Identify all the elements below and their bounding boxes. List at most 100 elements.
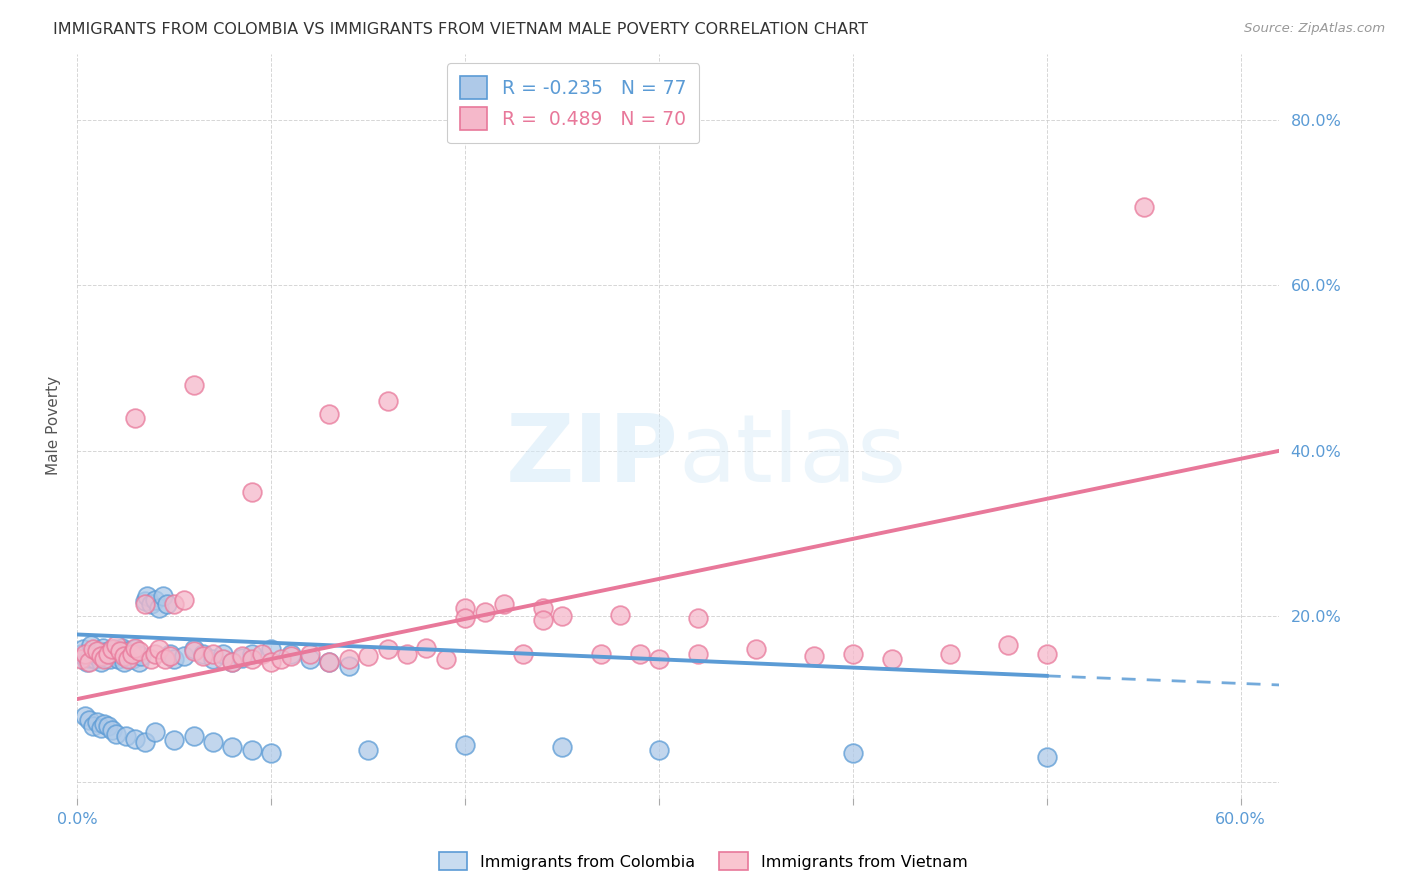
Point xyxy=(121,652,143,666)
Point xyxy=(260,642,283,657)
Point xyxy=(298,652,321,666)
Point xyxy=(183,642,205,657)
Legend: Immigrants from Colombia, Immigrants from Vietnam: Immigrants from Colombia, Immigrants fro… xyxy=(432,846,974,877)
Point xyxy=(93,652,115,666)
Point xyxy=(183,377,205,392)
Point xyxy=(90,721,112,735)
Point xyxy=(454,738,477,752)
Point xyxy=(97,644,120,658)
Point xyxy=(454,601,477,615)
Point xyxy=(163,597,186,611)
Point xyxy=(98,652,121,666)
Point xyxy=(337,659,360,673)
Point xyxy=(377,394,399,409)
Point xyxy=(318,407,340,421)
Point xyxy=(280,647,302,661)
Point xyxy=(260,746,283,760)
Point xyxy=(337,652,360,666)
Point xyxy=(86,644,108,658)
Point xyxy=(231,648,253,663)
Point xyxy=(163,652,186,666)
Point xyxy=(240,743,263,757)
Point xyxy=(82,718,104,732)
Point xyxy=(648,743,671,757)
Point xyxy=(143,647,166,661)
Point xyxy=(124,642,146,657)
Point xyxy=(415,640,437,655)
Point xyxy=(531,614,554,628)
Point xyxy=(318,655,340,669)
Point xyxy=(551,739,574,754)
Point xyxy=(153,652,176,666)
Point xyxy=(686,647,709,661)
Point xyxy=(221,739,243,754)
Point xyxy=(193,647,215,661)
Point xyxy=(134,597,156,611)
Point xyxy=(112,655,135,669)
Point xyxy=(83,652,105,666)
Point xyxy=(512,647,534,661)
Point xyxy=(105,648,128,663)
Point xyxy=(91,640,114,655)
Point xyxy=(221,655,243,669)
Point xyxy=(395,647,418,661)
Point xyxy=(118,647,141,661)
Point xyxy=(298,647,321,661)
Point xyxy=(202,652,225,666)
Point xyxy=(1036,647,1059,661)
Point xyxy=(93,647,115,661)
Point xyxy=(134,735,156,749)
Point xyxy=(159,648,181,663)
Point xyxy=(357,648,380,663)
Text: Source: ZipAtlas.com: Source: ZipAtlas.com xyxy=(1244,22,1385,36)
Point xyxy=(531,601,554,615)
Point xyxy=(77,650,100,665)
Point xyxy=(75,708,97,723)
Point xyxy=(82,647,104,661)
Point xyxy=(745,642,768,657)
Point xyxy=(107,652,129,666)
Point xyxy=(842,647,865,661)
Point xyxy=(183,644,205,658)
Point xyxy=(143,592,166,607)
Point xyxy=(103,642,125,657)
Point xyxy=(101,642,124,657)
Point xyxy=(260,655,283,669)
Point xyxy=(136,589,159,603)
Point xyxy=(86,715,108,730)
Point xyxy=(628,647,651,661)
Point xyxy=(270,652,292,666)
Point xyxy=(589,647,612,661)
Point xyxy=(131,648,153,663)
Point xyxy=(155,597,177,611)
Point xyxy=(127,647,149,661)
Point xyxy=(143,725,166,739)
Legend: R = -0.235   N = 77, R =  0.489   N = 70: R = -0.235 N = 77, R = 0.489 N = 70 xyxy=(447,63,699,144)
Point xyxy=(173,592,195,607)
Point xyxy=(173,648,195,663)
Point xyxy=(128,644,150,658)
Point xyxy=(96,650,118,665)
Point xyxy=(80,638,103,652)
Point xyxy=(139,652,162,666)
Point xyxy=(211,647,233,661)
Point xyxy=(93,717,115,731)
Point xyxy=(70,647,93,661)
Point xyxy=(434,652,457,666)
Point xyxy=(124,640,146,655)
Point xyxy=(211,652,233,666)
Point xyxy=(75,647,97,661)
Point xyxy=(72,642,94,657)
Text: ZIP: ZIP xyxy=(506,409,679,501)
Point xyxy=(108,647,131,661)
Point xyxy=(240,485,263,500)
Point xyxy=(159,647,181,661)
Point xyxy=(121,647,143,661)
Point xyxy=(76,655,98,669)
Point xyxy=(880,652,903,666)
Point xyxy=(87,644,110,658)
Y-axis label: Male Poverty: Male Poverty xyxy=(46,376,62,475)
Point xyxy=(124,731,146,746)
Point xyxy=(803,648,825,663)
Point xyxy=(221,655,243,669)
